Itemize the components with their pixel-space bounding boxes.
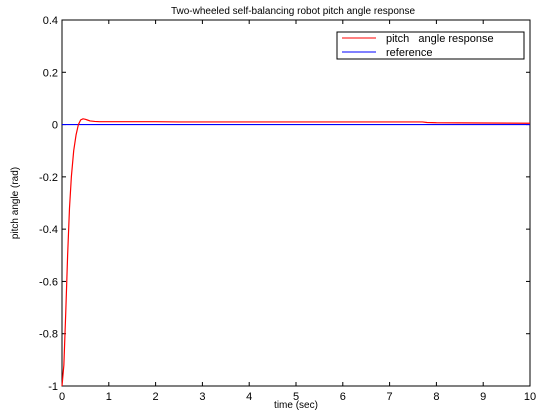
y-tick-label: 0.2 — [43, 67, 58, 79]
x-tick-label: 8 — [433, 391, 439, 403]
y-axis-label: pitch angle (rad) — [10, 167, 21, 239]
x-tick-label: 9 — [480, 391, 486, 403]
x-tick-label: 1 — [106, 391, 112, 403]
x-tick-label: 0 — [59, 391, 65, 403]
y-tick-label: 0.4 — [43, 15, 58, 27]
plot-frame — [61, 19, 531, 387]
y-tick-label: -0.4 — [39, 224, 58, 236]
legend: pitch angle response reference — [336, 31, 525, 60]
x-tick-label: 4 — [246, 391, 252, 403]
y-ticks: 0.4 0.2 0 -0.2 -0.4 -0.6 -0.8 -1 — [39, 15, 530, 393]
chart-title: Two-wheeled self-balancing robot pitch a… — [171, 6, 415, 17]
x-tick-label: 2 — [153, 391, 159, 403]
x-tick-label: 7 — [387, 391, 393, 403]
x-axis-label: time (sec) — [274, 400, 318, 411]
x-tick-label: 10 — [524, 391, 536, 403]
legend-label-reference: reference — [386, 47, 432, 59]
plot-area — [61, 19, 531, 387]
y-tick-label: -0.8 — [39, 329, 58, 341]
y-tick-label: -1 — [48, 381, 58, 393]
series-line-pitch-angle-response — [61, 118, 531, 387]
x-tick-label: 6 — [340, 391, 346, 403]
x-ticks: 0 1 2 3 4 5 6 7 8 9 10 — [59, 20, 536, 403]
y-tick-label: 0 — [52, 120, 58, 132]
x-tick-label: 3 — [199, 391, 205, 403]
x-tick-label: 5 — [293, 391, 299, 403]
y-tick-label: -0.6 — [39, 276, 58, 288]
y-tick-label: -0.2 — [39, 172, 58, 184]
legend-label-pitch-angle-response: pitch angle response — [386, 33, 494, 45]
legend-box — [336, 31, 525, 60]
series-layer — [61, 118, 531, 387]
